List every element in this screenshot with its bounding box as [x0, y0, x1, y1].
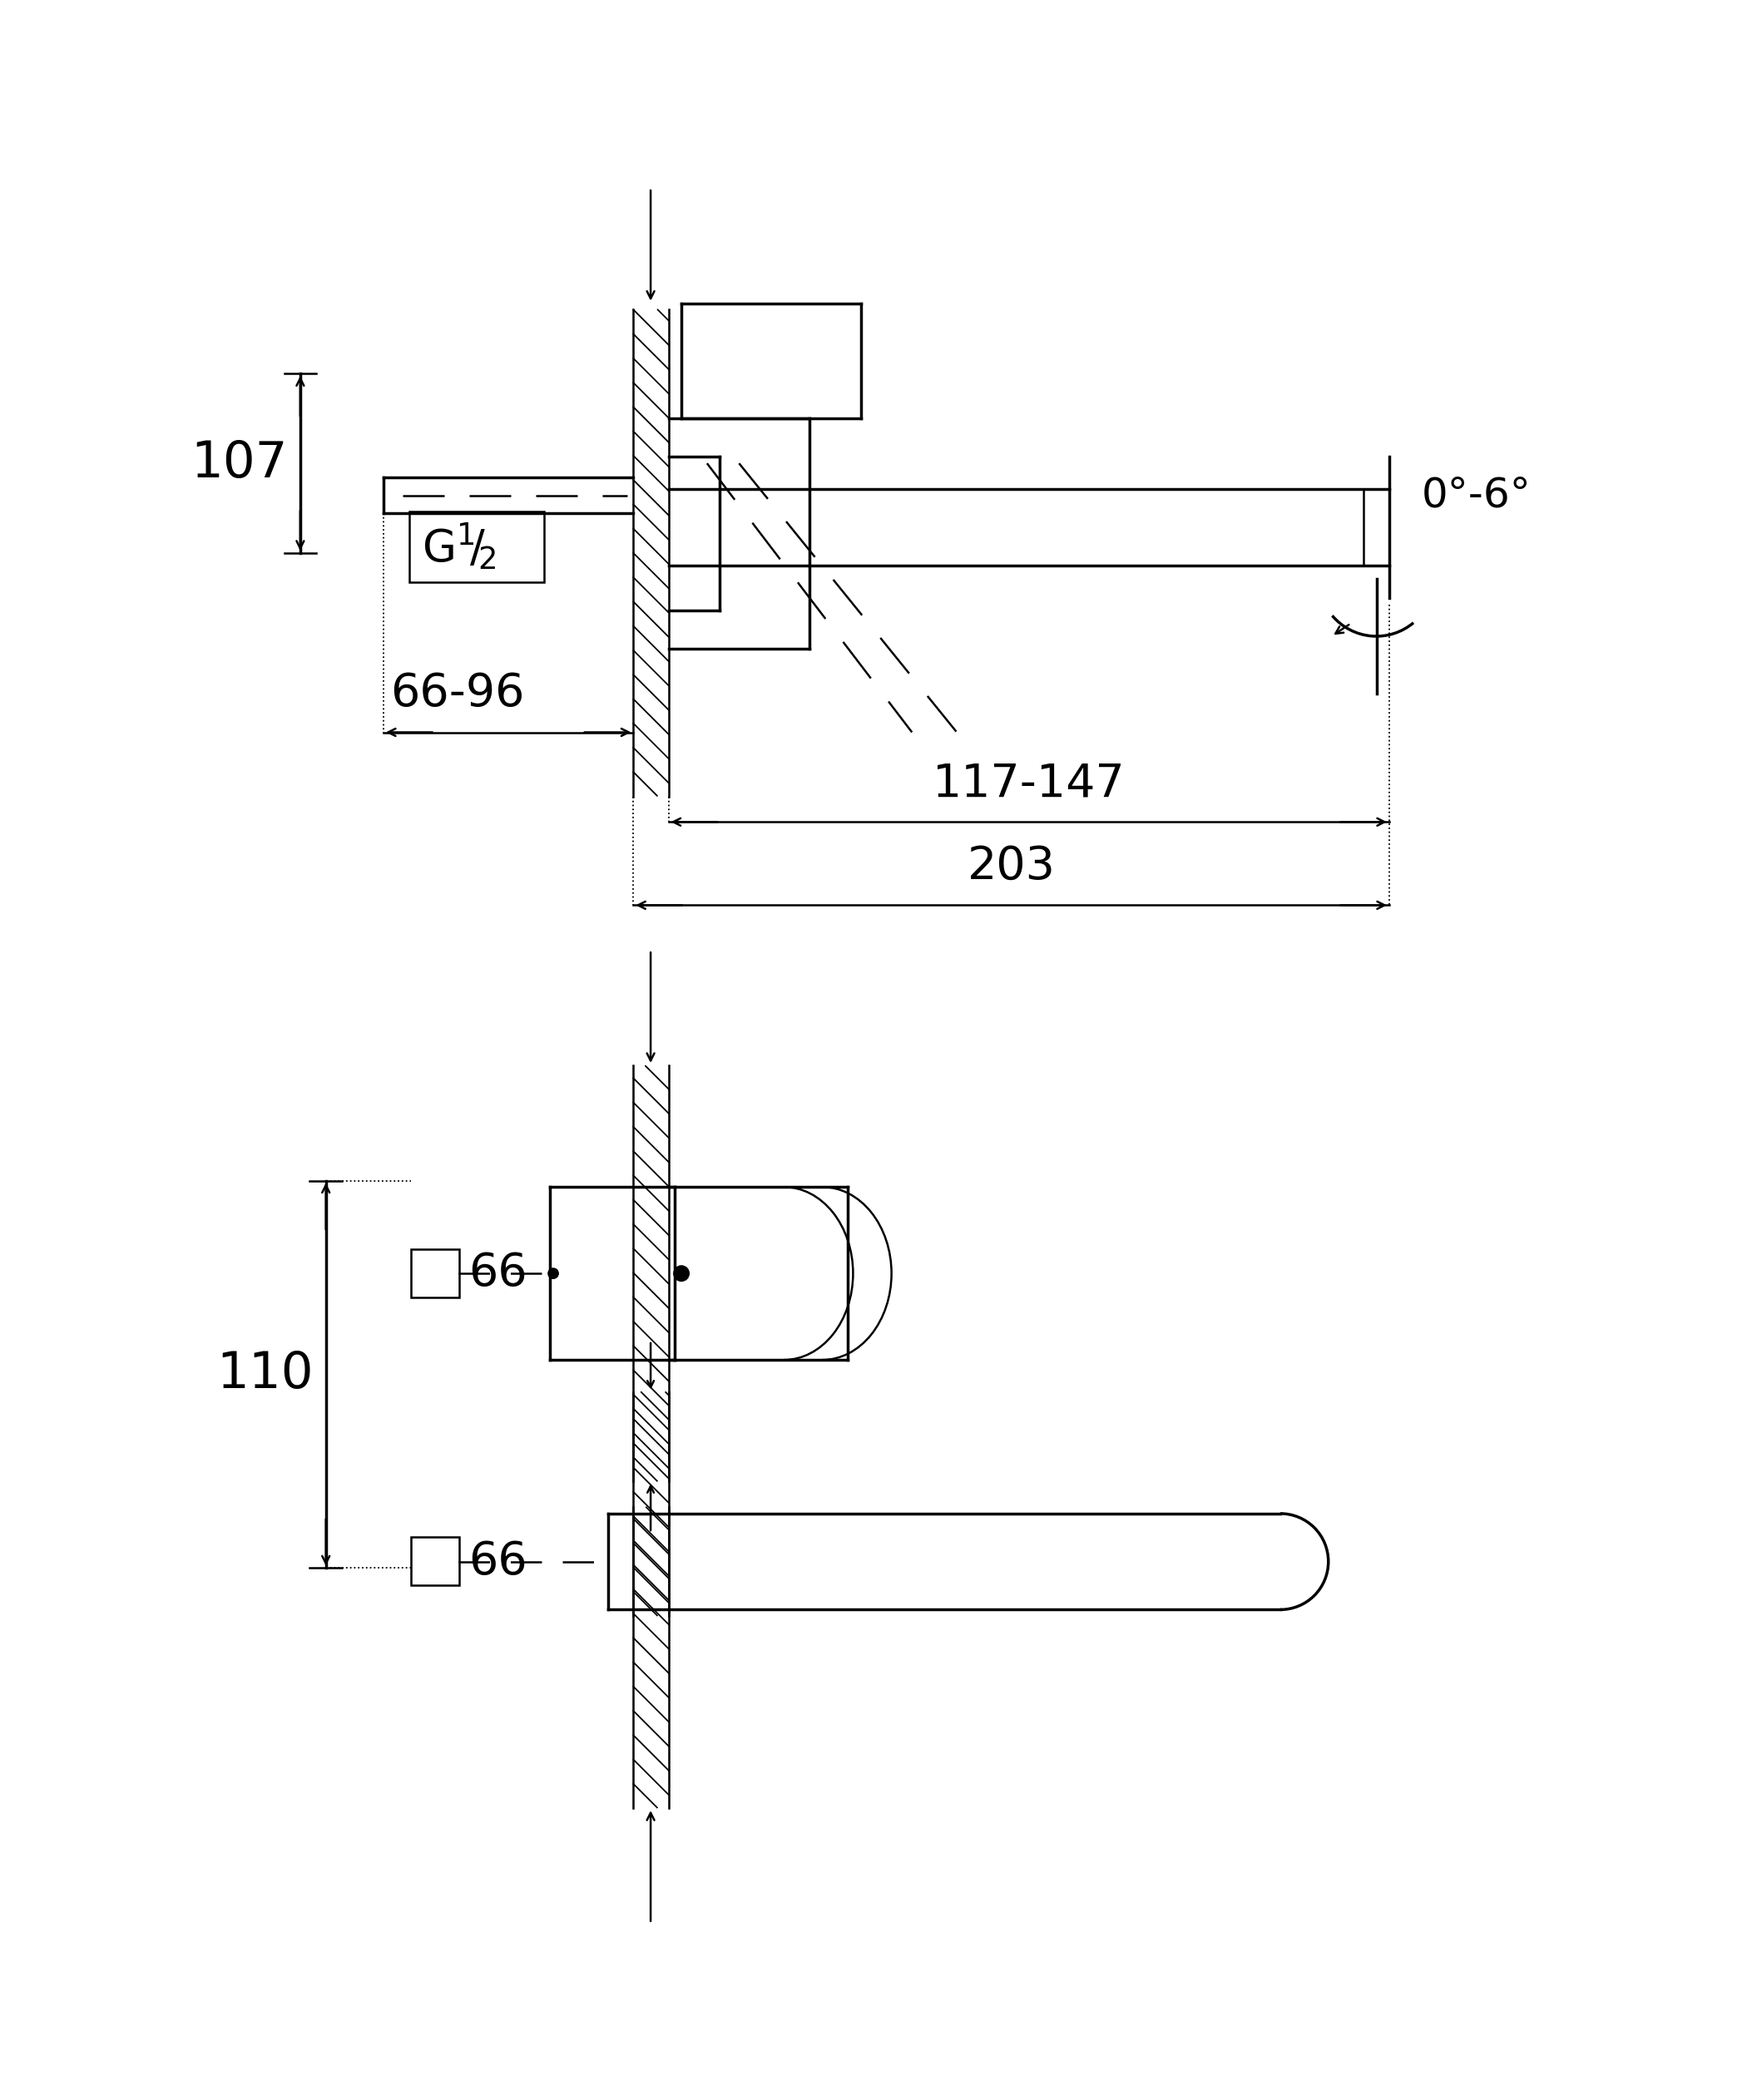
- Text: 66: 66: [468, 1539, 527, 1583]
- Text: G$^{1}\!/\!_2$: G$^{1}\!/\!_2$: [422, 521, 496, 571]
- Text: 66: 66: [468, 1252, 527, 1296]
- Text: 107: 107: [191, 439, 287, 487]
- Bar: [412, 1537, 459, 1586]
- Bar: [410, 512, 543, 582]
- Text: 66-96: 66-96: [391, 672, 524, 716]
- Text: 117-147: 117-147: [932, 760, 1125, 806]
- Bar: [412, 1250, 459, 1298]
- Text: 203: 203: [967, 844, 1055, 888]
- Circle shape: [675, 1266, 689, 1281]
- Text: 110: 110: [215, 1350, 314, 1399]
- Circle shape: [548, 1268, 559, 1279]
- Text: 0°-6°: 0°-6°: [1421, 475, 1531, 514]
